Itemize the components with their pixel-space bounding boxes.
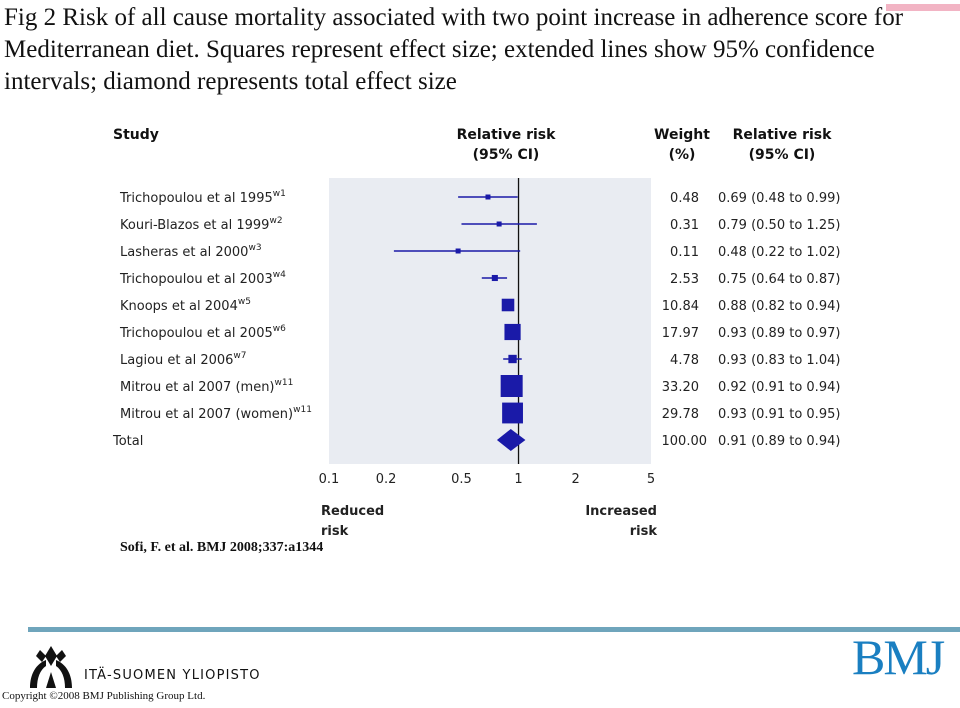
right-axis-caption: Increased [585,504,657,519]
ci-value: 0.92 (0.91 to 0.94) [718,380,840,395]
header-weight-line1: Weight [654,127,710,143]
study-reference: w2 [269,216,282,226]
source-citation: Sofi, F. et al. BMJ 2008;337:a1344 [120,540,324,555]
right-axis-caption: risk [630,524,658,539]
header-relative-risk-values: Relative risk (95% CI) [720,125,844,165]
study-reference: w5 [238,297,251,307]
study-reference: w1 [273,189,286,199]
university-logo-icon [30,646,72,688]
weight-value: 0.31 [670,218,699,233]
university-name: ITÄ-SUOMEN YLIOPISTO [84,668,261,683]
ci-value: 0.88 (0.82 to 0.94) [718,299,840,314]
total-weight: 100.00 [662,434,708,449]
effect-square [455,248,461,254]
header-weight-line2: (%) [668,147,696,163]
header-weight: Weight (%) [644,125,720,165]
x-tick-label: 0.2 [376,472,397,487]
study-label: Trichopoulou et al 2005w6 [119,324,286,341]
study-label: Lasheras et al 2000w3 [120,243,262,260]
ci-value: 0.93 (0.83 to 1.04) [718,353,840,368]
copyright-text: Copyright ©2008 BMJ Publishing Group Ltd… [2,690,206,702]
study-reference: w4 [273,270,286,280]
weight-value: 33.20 [662,380,699,395]
header-rr-values-line2: (95% CI) [748,147,816,163]
ci-value: 0.75 (0.64 to 0.87) [718,272,840,287]
effect-square [502,402,523,424]
plot-panel [329,178,651,464]
study-reference: w7 [233,351,246,361]
study-label: Lagiou et al 2006w7 [120,351,247,368]
study-label: Mitrou et al 2007 (women)w11 [120,405,312,422]
weight-value: 17.97 [662,326,699,341]
total-ci: 0.91 (0.89 to 0.94) [718,434,840,449]
study-reference: w11 [293,405,312,415]
study-reference: w3 [248,243,261,253]
x-tick-label: 0.5 [451,472,472,487]
study-reference: w11 [275,378,294,388]
ci-value: 0.93 (0.89 to 0.97) [718,326,840,341]
effect-square [491,274,498,282]
study-rows: Trichopoulou et al 1995w1 0.48 0.69 (0.48 … [112,189,840,451]
bmj-logo: BMJ [852,629,945,685]
ci-value: 0.79 (0.50 to 1.25) [718,218,840,233]
header-rr-values-line1: Relative risk [732,127,832,143]
bottom-band [28,627,960,632]
weight-value: 2.53 [670,272,699,287]
header-relative-risk-line1: Relative risk [456,127,556,143]
header-relative-risk-line2: (95% CI) [472,147,540,163]
effect-square [485,194,491,200]
ci-value: 0.48 (0.22 to 1.02) [718,245,840,260]
ci-value: 0.69 (0.48 to 0.99) [718,191,840,206]
x-tick-label: 5 [647,472,655,487]
study-label: Knoops et al 2004w5 [120,297,251,314]
effect-square [504,323,521,341]
total-label: Total [112,434,143,449]
header-relative-risk: Relative risk (95% CI) [436,125,576,165]
x-tick-label: 0.1 [319,472,340,487]
effect-square [501,298,515,312]
study-label: Mitrou et al 2007 (men)w11 [120,378,293,395]
study-reference: w6 [273,324,286,334]
weight-value: 29.78 [662,407,699,422]
weight-value: 0.48 [670,191,699,206]
study-label: Trichopoulou et al 2003w4 [119,270,286,287]
study-label: Kouri-Blazos et al 1999w2 [120,216,283,233]
x-tick-label: 1 [514,472,522,487]
figure-title: Fig 2 Risk of all cause mortality associ… [4,4,904,95]
weight-value: 4.78 [670,353,699,368]
header-study: Study [113,127,159,143]
left-axis-caption: risk [321,524,349,539]
weight-value: 10.84 [662,299,699,314]
effect-square [500,375,523,397]
x-tick-label: 2 [571,472,579,487]
effect-square [496,221,502,227]
study-label: Trichopoulou et al 1995w1 [119,189,286,206]
x-axis: 0.1 0.2 0.5 1 2 5 Reduced risk Increased risk [319,472,658,539]
ci-value: 0.93 (0.91 to 0.95) [718,407,840,422]
total-diamond [496,429,526,451]
decorative-top-bar [886,4,960,11]
effect-square [508,354,517,364]
left-axis-caption: Reduced [321,504,384,519]
weight-value: 0.11 [670,245,699,260]
